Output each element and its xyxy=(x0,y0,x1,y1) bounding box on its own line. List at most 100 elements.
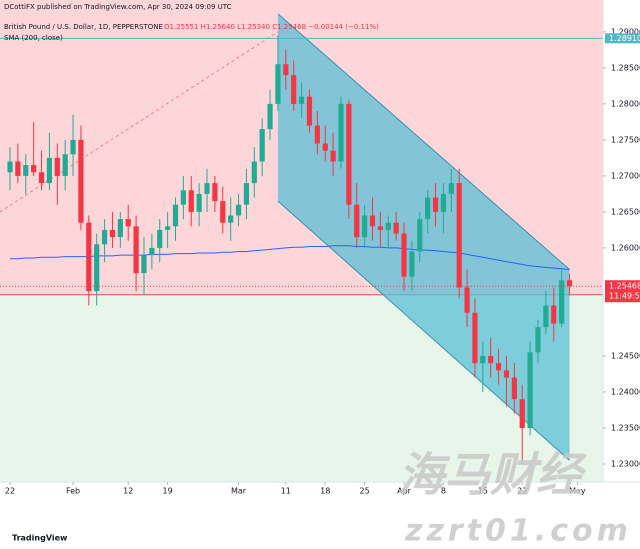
x-tick-label: 22 xyxy=(517,487,527,496)
candle-body xyxy=(464,287,470,313)
candle-body xyxy=(432,197,439,212)
candle-body xyxy=(188,190,194,212)
y-tick-label: 1.26500 xyxy=(611,207,640,216)
candle-body xyxy=(322,143,328,151)
candle-body xyxy=(425,197,431,220)
candle-body xyxy=(243,183,250,205)
candle-body xyxy=(330,150,336,162)
x-tick-label: 8 xyxy=(441,487,446,496)
candle-body xyxy=(31,165,37,173)
x-tick-label: Apr xyxy=(397,487,412,496)
candle-body xyxy=(86,222,92,292)
candle-body xyxy=(180,190,186,205)
y-tick-label: 1.28000 xyxy=(611,99,640,108)
candle-body xyxy=(109,229,116,238)
price-label-bg xyxy=(605,280,640,303)
candle-body xyxy=(551,305,557,324)
countdown-label: 11:49:58 xyxy=(609,292,640,301)
candle-body xyxy=(409,251,415,277)
x-tick-label: 15 xyxy=(478,487,488,496)
candle-body xyxy=(125,219,131,227)
candle-body xyxy=(401,233,407,277)
candle-body xyxy=(46,157,53,184)
candle-body xyxy=(472,312,478,364)
x-tick-label: 11 xyxy=(281,487,291,496)
candle-body xyxy=(149,247,155,256)
candle-body xyxy=(220,201,226,223)
candle-body xyxy=(251,161,257,184)
candle-body xyxy=(503,370,510,378)
plot-area xyxy=(0,0,603,482)
trendline xyxy=(0,31,279,213)
candle-body xyxy=(235,204,242,216)
candle-body xyxy=(23,165,29,176)
candle-body xyxy=(38,172,45,184)
candle-body xyxy=(7,161,13,173)
candle-body xyxy=(94,244,100,292)
candle-body xyxy=(117,219,123,238)
candle-body xyxy=(338,103,344,162)
candle-body xyxy=(314,125,320,144)
y-tick-label: 1.24500 xyxy=(611,351,640,360)
candle-body xyxy=(346,103,352,205)
candle-body xyxy=(543,305,549,328)
y-tick-label: 1.27500 xyxy=(611,135,640,144)
candle-body xyxy=(298,96,305,104)
y-tick-label: 1.28500 xyxy=(611,63,640,72)
candle-body xyxy=(566,280,573,287)
y-tick-label: 1.29000 xyxy=(611,27,640,36)
candle-body xyxy=(495,363,502,371)
price-label: 1.25468 xyxy=(609,282,640,291)
chart-title: British Pound / U.S. Dollar, 1D, PEPPERS… xyxy=(4,23,163,31)
candle-body xyxy=(440,193,447,212)
candle-body xyxy=(480,355,486,364)
candle-body xyxy=(141,255,147,274)
x-tick-label: 19 xyxy=(163,487,173,496)
candle-body xyxy=(559,280,565,324)
candle-body xyxy=(527,352,533,428)
x-tick-label: 18 xyxy=(320,487,330,496)
watermark-title: 海马财经 xyxy=(398,448,587,502)
candle-body xyxy=(511,377,517,400)
indicator-name: SMA (200, close) xyxy=(4,34,63,42)
candle-body xyxy=(488,355,494,364)
candle-body xyxy=(306,96,313,126)
candle-body xyxy=(283,64,289,76)
x-tick-label: 25 xyxy=(360,487,370,496)
candle-body xyxy=(393,222,399,234)
candle-body xyxy=(267,103,273,130)
candle-body xyxy=(385,222,391,230)
y-tick-label: 1.27000 xyxy=(611,171,640,180)
candle-body xyxy=(70,139,76,155)
candle-body xyxy=(157,229,163,248)
candle-body xyxy=(354,204,360,238)
candle-body xyxy=(377,226,383,230)
hline-label: 1.28910 xyxy=(609,34,640,43)
publisher: DCottiFX published on TradingView.com, A… xyxy=(4,3,232,11)
candle-body xyxy=(535,327,541,353)
sma-line xyxy=(10,245,570,271)
candle-body xyxy=(417,219,423,252)
x-tick-label: Feb xyxy=(66,487,80,496)
x-tick-label: 12 xyxy=(123,487,133,496)
ohlc-text: O1.25551 H1.25640 L1.25340 C1.25468 −0.0… xyxy=(164,23,379,31)
axes: 1.23000 1.23500 1.24000 1.24500 1.26000 1.265… xyxy=(5,27,640,496)
y-tick-label: 1.24000 xyxy=(611,387,640,396)
candle-body xyxy=(62,154,68,176)
candle-body xyxy=(54,157,60,176)
candle-body xyxy=(448,183,454,194)
candle-body xyxy=(212,183,218,202)
y-tick-label: 1.23500 xyxy=(611,423,640,432)
candle-body xyxy=(196,193,202,212)
watermark-url: zzrt01.com xyxy=(404,514,632,549)
x-tick-label: Mar xyxy=(231,487,247,496)
candle-body xyxy=(275,64,281,104)
candle-body xyxy=(78,139,84,223)
x-tick-label: 22 xyxy=(5,487,15,496)
candle-body xyxy=(369,215,376,227)
y-tick-label: 1.23000 xyxy=(611,459,640,468)
candle-body xyxy=(101,229,108,245)
candle-body xyxy=(15,161,21,176)
candle-body xyxy=(362,215,368,238)
candle-body xyxy=(519,399,525,428)
